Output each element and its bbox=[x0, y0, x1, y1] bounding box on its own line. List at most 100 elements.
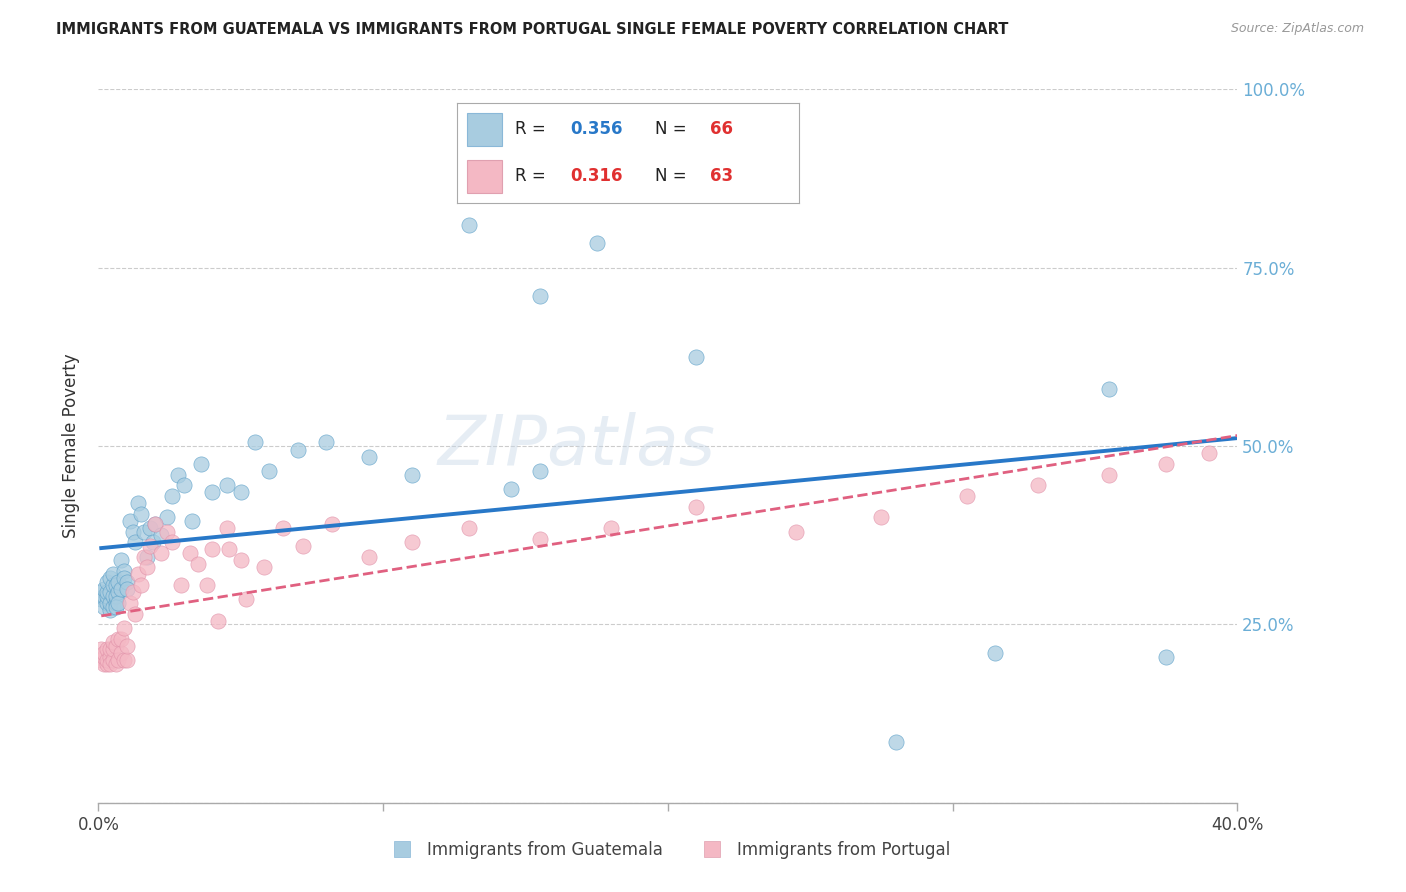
Point bbox=[173, 478, 195, 492]
Point bbox=[96, 657, 118, 671]
Point bbox=[190, 457, 212, 471]
Point bbox=[115, 574, 138, 589]
Point bbox=[187, 557, 209, 571]
Point bbox=[292, 539, 315, 553]
Point bbox=[104, 639, 127, 653]
Point bbox=[101, 642, 124, 657]
Point bbox=[96, 642, 118, 657]
Point bbox=[357, 549, 380, 564]
Point bbox=[138, 539, 160, 553]
Point bbox=[1198, 446, 1220, 460]
Point bbox=[90, 653, 112, 667]
Point bbox=[401, 467, 423, 482]
Point bbox=[215, 478, 238, 492]
Point bbox=[96, 585, 118, 599]
Point bbox=[785, 524, 807, 539]
Point bbox=[96, 589, 118, 603]
Point bbox=[93, 599, 115, 614]
Point bbox=[156, 524, 179, 539]
Point bbox=[110, 646, 132, 660]
Point bbox=[315, 435, 337, 450]
Point bbox=[162, 535, 184, 549]
Point bbox=[101, 578, 124, 592]
Text: Source: ZipAtlas.com: Source: ZipAtlas.com bbox=[1230, 22, 1364, 36]
Point bbox=[529, 532, 551, 546]
Point bbox=[118, 596, 141, 610]
Point bbox=[457, 218, 479, 232]
Point bbox=[195, 578, 218, 592]
Point bbox=[112, 653, 135, 667]
Point bbox=[104, 578, 127, 592]
Point bbox=[107, 653, 129, 667]
Point bbox=[529, 289, 551, 303]
Point bbox=[90, 642, 112, 657]
Point bbox=[112, 621, 135, 635]
Point bbox=[98, 603, 121, 617]
Point bbox=[98, 596, 121, 610]
Point bbox=[170, 578, 193, 592]
Point bbox=[93, 582, 115, 596]
Point bbox=[98, 657, 121, 671]
Point bbox=[93, 657, 115, 671]
Point bbox=[129, 507, 152, 521]
Point bbox=[1154, 649, 1177, 664]
Point bbox=[870, 510, 893, 524]
Point bbox=[138, 521, 160, 535]
Point bbox=[215, 521, 238, 535]
Point bbox=[93, 646, 115, 660]
Point bbox=[273, 521, 295, 535]
Point bbox=[156, 510, 179, 524]
Legend: Immigrants from Guatemala, Immigrants from Portugal: Immigrants from Guatemala, Immigrants fr… bbox=[378, 835, 957, 866]
Point bbox=[107, 574, 129, 589]
Point bbox=[90, 585, 112, 599]
Point bbox=[207, 614, 229, 628]
Point bbox=[457, 521, 479, 535]
Point bbox=[321, 517, 343, 532]
Point bbox=[600, 521, 623, 535]
Point bbox=[104, 589, 127, 603]
Point bbox=[229, 485, 252, 500]
Point bbox=[252, 560, 274, 574]
Point bbox=[135, 560, 157, 574]
Point bbox=[98, 642, 121, 657]
Point bbox=[127, 496, 149, 510]
Point bbox=[1154, 457, 1177, 471]
Point bbox=[118, 514, 141, 528]
Point bbox=[124, 535, 146, 549]
Point bbox=[112, 564, 135, 578]
Point bbox=[357, 450, 380, 464]
Point bbox=[401, 535, 423, 549]
Point bbox=[104, 599, 127, 614]
Point bbox=[229, 553, 252, 567]
Point bbox=[110, 553, 132, 567]
Point bbox=[181, 514, 204, 528]
Point bbox=[127, 567, 149, 582]
Point bbox=[529, 464, 551, 478]
Point bbox=[104, 596, 127, 610]
Point bbox=[141, 535, 163, 549]
Point bbox=[90, 592, 112, 607]
Point bbox=[132, 524, 155, 539]
Point bbox=[132, 549, 155, 564]
Point bbox=[1026, 478, 1049, 492]
Point bbox=[685, 350, 707, 364]
Point bbox=[167, 467, 190, 482]
Point bbox=[884, 735, 907, 749]
Point bbox=[96, 574, 118, 589]
Point bbox=[1098, 382, 1121, 396]
Point bbox=[984, 646, 1007, 660]
Point bbox=[121, 585, 143, 599]
Point bbox=[98, 571, 121, 585]
Point bbox=[101, 635, 124, 649]
Point bbox=[96, 596, 118, 610]
Point bbox=[98, 649, 121, 664]
Point bbox=[201, 485, 224, 500]
Point bbox=[101, 567, 124, 582]
Point bbox=[121, 524, 143, 539]
Point bbox=[150, 528, 173, 542]
Point bbox=[107, 632, 129, 646]
Text: IMMIGRANTS FROM GUATEMALA VS IMMIGRANTS FROM PORTUGAL SINGLE FEMALE POVERTY CORR: IMMIGRANTS FROM GUATEMALA VS IMMIGRANTS … bbox=[56, 22, 1008, 37]
Point bbox=[235, 592, 257, 607]
Point bbox=[585, 235, 607, 250]
Point bbox=[107, 585, 129, 599]
